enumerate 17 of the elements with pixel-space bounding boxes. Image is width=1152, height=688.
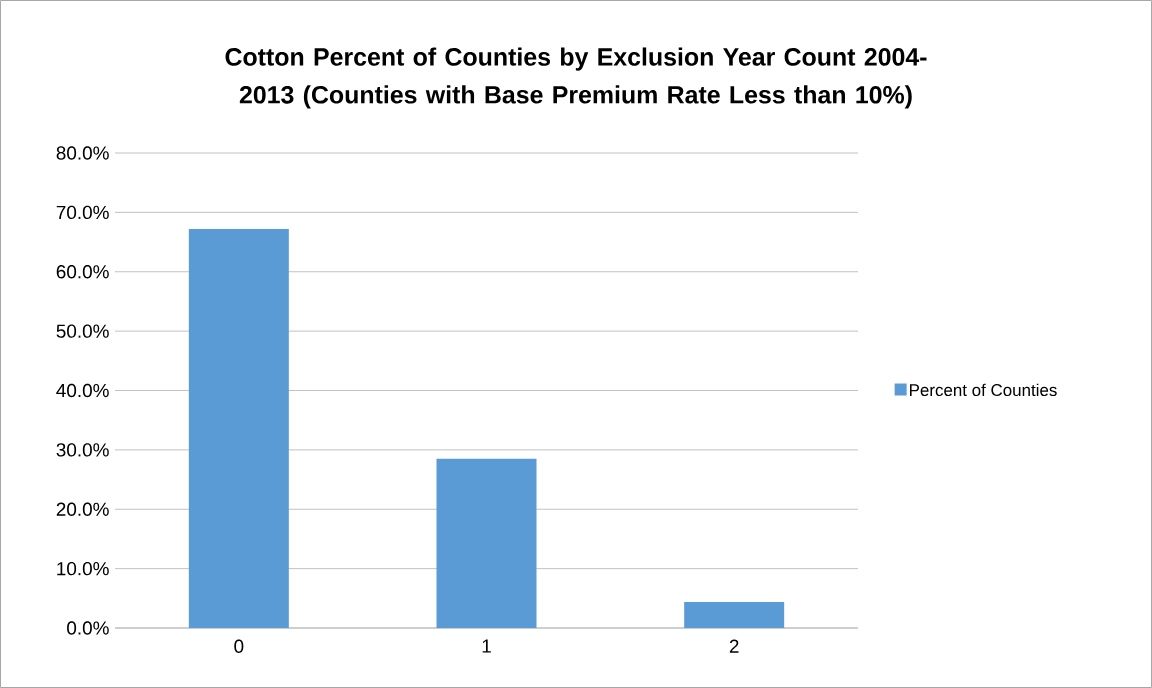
legend-label: Percent of Counties xyxy=(910,383,1057,397)
bar xyxy=(188,229,289,628)
y-tick-label: 50.0% xyxy=(56,324,109,338)
y-tick-label: 20.0% xyxy=(56,502,109,516)
y-tick-label: 10.0% xyxy=(57,561,109,576)
y-tick-label: 70.0% xyxy=(56,205,109,220)
bar xyxy=(436,458,537,628)
y-tick-label: 80.0% xyxy=(56,146,109,160)
bar xyxy=(684,601,785,628)
x-tick-label: 0 xyxy=(234,639,244,653)
y-tick-label: 40.0% xyxy=(56,383,109,398)
chart-title: Cotton Percent of Counties by Exclusion Year Count 2004-2013 (Counties with Base Premium Rate Less than 10%) xyxy=(225,47,927,109)
x-tick-label: 1 xyxy=(482,639,491,653)
y-tick-label: 60.0% xyxy=(56,265,109,279)
x-tick-label: 2 xyxy=(729,639,739,653)
y-tick-label: 0.0% xyxy=(67,621,109,635)
y-tick-label: 30.0% xyxy=(56,443,109,457)
